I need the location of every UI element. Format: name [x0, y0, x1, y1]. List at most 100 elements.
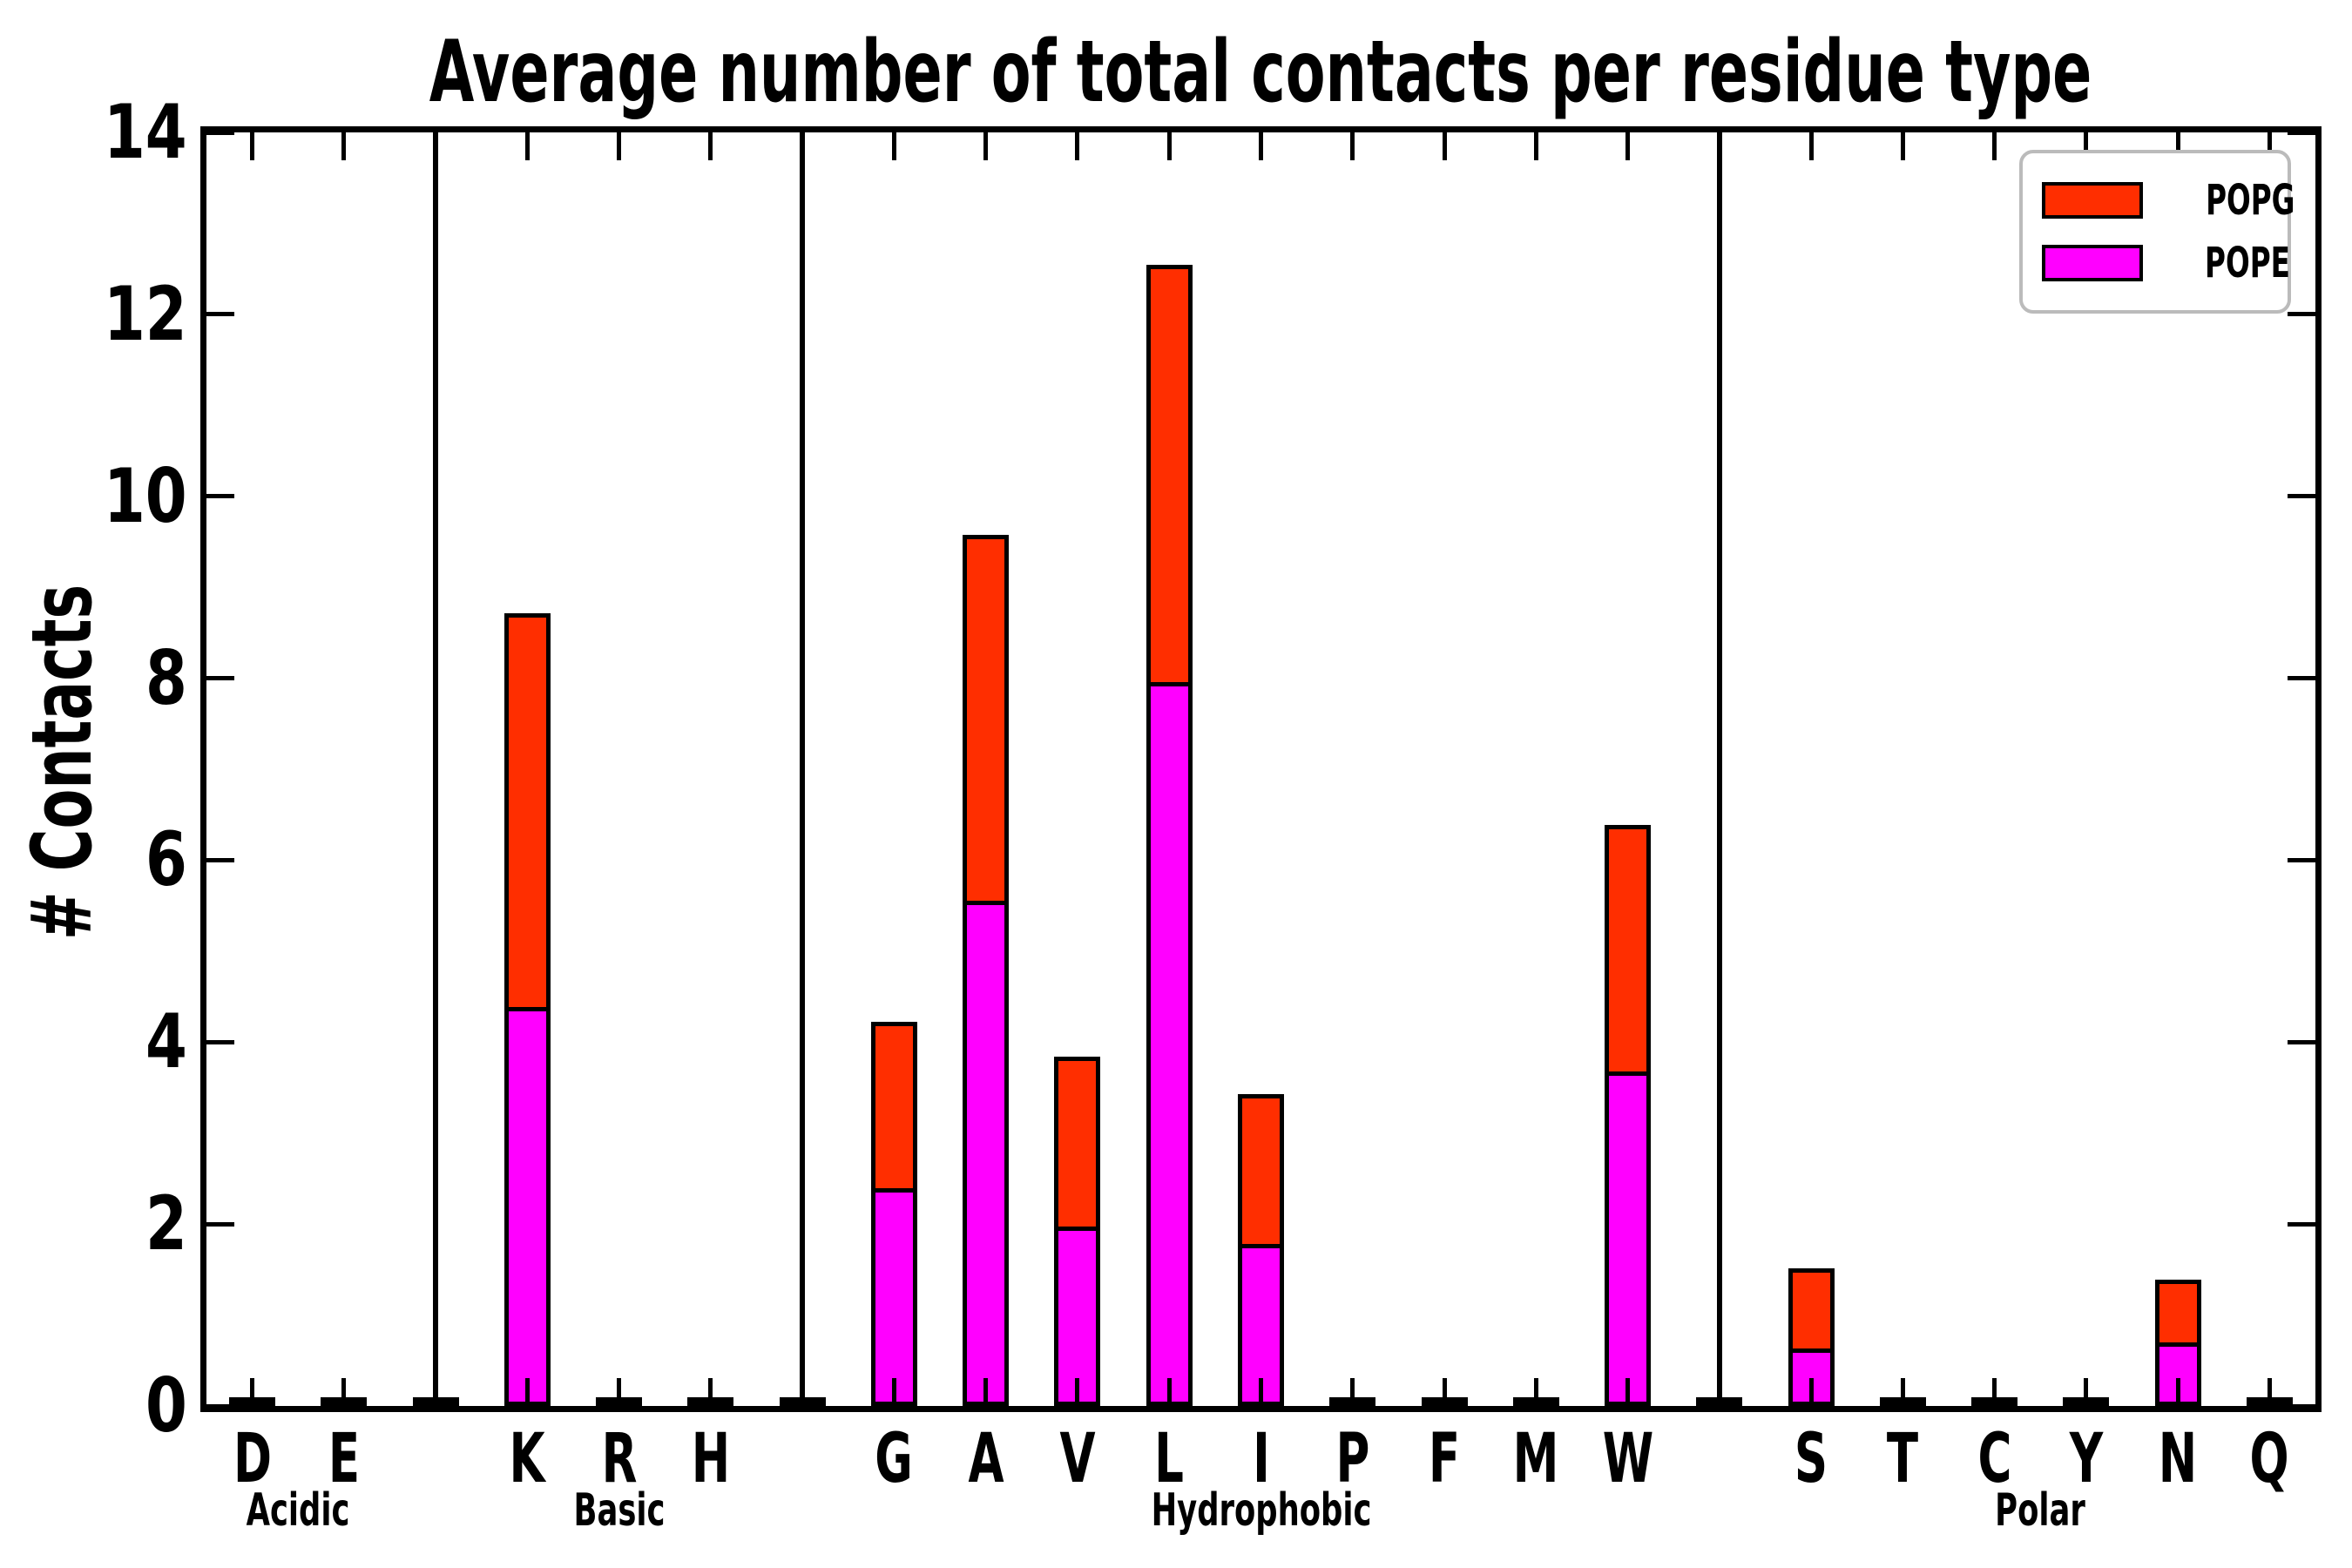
y-tick-label-14: 14	[83, 95, 187, 170]
x-tick-label-T: T	[1880, 1425, 1926, 1493]
x-tick-bottom	[1350, 1378, 1355, 1406]
x-tick-letter: Q	[2249, 1420, 2289, 1498]
chart-title: Average number of total contacts per res…	[38, 23, 2352, 122]
y-tick-number: 14	[104, 89, 187, 176]
x-tick-bottom	[2267, 1378, 2272, 1406]
x-tick-label-L: L	[1147, 1425, 1191, 1493]
x-tick-letter: T	[1887, 1420, 1919, 1498]
y-tick-left	[206, 1221, 234, 1227]
x-tick-top	[1259, 132, 1263, 160]
x-tick-top	[2267, 132, 2272, 160]
x-tick-bottom	[708, 1378, 713, 1406]
x-tick-label-N: N	[2149, 1425, 2206, 1493]
x-tick-letter: W	[1602, 1420, 1653, 1498]
x-tick-top	[1808, 132, 1814, 160]
x-tick-bottom	[1992, 1378, 1997, 1406]
x-tick-letter: I	[1252, 1420, 1270, 1498]
bar-W-popg	[1605, 825, 1652, 1406]
x-tick-top	[983, 132, 989, 160]
x-tick-top	[1900, 132, 1905, 160]
group-label-text: Basic	[573, 1484, 666, 1537]
y-tick-label-12: 12	[83, 277, 187, 352]
y-tick-label-4: 4	[135, 1004, 187, 1079]
y-tick-left	[206, 857, 234, 862]
x-tick-letter: H	[691, 1420, 731, 1498]
x-tick-top	[2175, 132, 2180, 160]
x-tick-letter: F	[1428, 1420, 1461, 1498]
x-tick-label-C: C	[1970, 1425, 2019, 1493]
bar-V-popg	[1054, 1057, 1101, 1406]
group-divider-line	[800, 132, 806, 1406]
group-label-hydrophobic: Hydrophobic	[1099, 1488, 1423, 1533]
x-tick-label-D: D	[224, 1425, 280, 1493]
x-tick-label-S: S	[1787, 1425, 1835, 1493]
x-tick-letter: V	[1059, 1420, 1096, 1498]
y-tick-number: 4	[145, 998, 187, 1086]
x-tick-label-F: F	[1421, 1425, 1467, 1493]
chart-title-text: Average number of total contacts per res…	[429, 23, 2092, 122]
x-tick-top	[891, 132, 896, 160]
y-tick-right	[2288, 1039, 2315, 1044]
y-tick-label-6: 6	[135, 822, 187, 897]
legend-label-text: POPG	[2206, 176, 2295, 225]
group-divider-line	[1716, 132, 1722, 1406]
x-tick-top	[1075, 132, 1080, 160]
plot-area	[200, 126, 2322, 1412]
x-tick-label-M: M	[1502, 1425, 1570, 1493]
y-tick-number: 6	[145, 816, 187, 904]
x-tick-label-G: G	[866, 1425, 922, 1493]
y-tick-number: 2	[145, 1180, 187, 1268]
y-tick-number: 10	[104, 452, 187, 540]
y-tick-left	[206, 1403, 234, 1409]
y-tick-right	[2288, 676, 2315, 681]
legend-box: POPG POPE	[2019, 150, 2295, 314]
x-tick-bottom	[2175, 1378, 2180, 1406]
x-tick-label-Q: Q	[2240, 1425, 2298, 1493]
x-tick-bottom	[1442, 1378, 1447, 1406]
x-tick-top	[1442, 132, 1447, 160]
legend-swatch-popg	[2042, 182, 2143, 219]
y-tick-right	[2288, 312, 2315, 317]
y-tick-left	[206, 130, 234, 135]
x-tick-letter: G	[875, 1420, 914, 1498]
bar-K-popg	[504, 613, 551, 1406]
y-tick-left	[206, 312, 234, 317]
x-tick-top	[1166, 132, 1172, 160]
group-label-basic: Basic	[552, 1488, 686, 1533]
bar-G-popg	[870, 1022, 917, 1406]
x-tick-letter: P	[1335, 1420, 1370, 1498]
bar-N-popg	[2154, 1280, 2201, 1406]
x-tick-letter: R	[601, 1420, 638, 1498]
x-tick-label-R: R	[593, 1425, 645, 1493]
x-tick-bottom	[1625, 1378, 1631, 1406]
x-tick-label-Y: Y	[2062, 1425, 2111, 1493]
legend-swatch-pope	[2042, 245, 2143, 281]
bar-G-pope	[870, 1188, 917, 1406]
x-tick-bottom	[1808, 1378, 1814, 1406]
legend-entry-pope: POPE	[2023, 242, 2290, 284]
x-tick-bottom	[1166, 1378, 1172, 1406]
x-tick-letter: L	[1154, 1420, 1185, 1498]
legend-label-popg: POPG	[2185, 179, 2316, 221]
bar-W-pope	[1605, 1071, 1652, 1406]
y-tick-number: 12	[104, 270, 187, 358]
x-tick-top	[2084, 132, 2089, 160]
x-tick-letter: S	[1794, 1420, 1828, 1498]
x-tick-label-K: K	[501, 1425, 553, 1493]
group-divider-line	[433, 132, 439, 1406]
spacer-zero-bar	[1696, 1397, 1743, 1406]
x-tick-letter: M	[1512, 1420, 1559, 1498]
spacer-zero-bar	[779, 1397, 826, 1406]
legend-label-pope: POPE	[2185, 242, 2310, 284]
x-tick-letter: D	[233, 1420, 272, 1498]
x-tick-top	[708, 132, 713, 160]
y-tick-right	[2288, 130, 2315, 135]
y-tick-label-0: 0	[135, 1369, 187, 1443]
x-tick-label-P: P	[1328, 1425, 1377, 1493]
y-tick-label-2: 2	[135, 1186, 187, 1261]
x-tick-bottom	[341, 1378, 347, 1406]
x-tick-top	[1350, 132, 1355, 160]
bar-A-popg	[963, 535, 1010, 1406]
spacer-zero-bar	[412, 1397, 459, 1406]
